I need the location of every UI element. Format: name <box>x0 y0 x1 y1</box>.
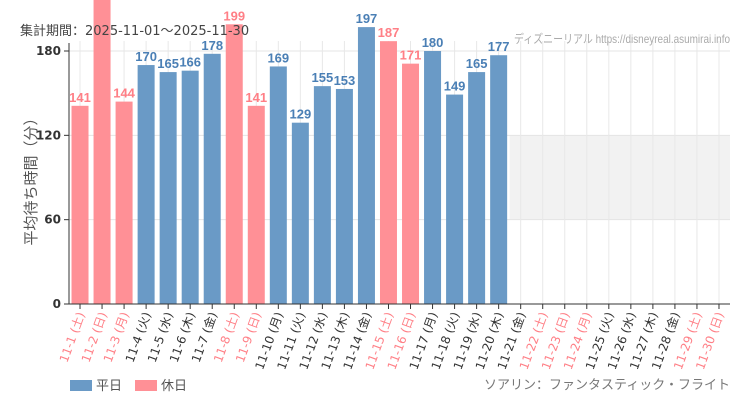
data-label: 177 <box>488 39 510 54</box>
watermark: ディズニーリアル https://disneyreal.asumirai.inf… <box>514 31 730 46</box>
bar <box>402 63 420 305</box>
bar <box>159 72 177 304</box>
bar <box>424 51 442 304</box>
period-label: 集計期間：2025-11-01〜2025-11-30 <box>20 23 249 39</box>
bar <box>71 105 89 304</box>
data-label: 171 <box>400 48 422 63</box>
data-label: 178 <box>201 38 223 53</box>
bar <box>137 65 155 304</box>
data-label: 169 <box>267 50 289 65</box>
bar <box>115 101 133 304</box>
data-label: 180 <box>422 35 444 50</box>
data-label: 165 <box>466 56 488 71</box>
y-axis-label: 平均待ち時間（分） <box>22 110 40 245</box>
bar <box>225 24 243 305</box>
bar <box>357 27 375 304</box>
bar <box>313 86 331 304</box>
bar <box>446 94 464 304</box>
bar <box>93 0 111 304</box>
data-label: 187 <box>378 25 400 40</box>
bar <box>335 88 353 304</box>
data-label: 166 <box>179 55 201 70</box>
attraction-name: ソアリン：ファンタスティック・フライト <box>484 378 730 393</box>
data-label: 199 <box>223 8 245 23</box>
data-label: 197 <box>356 11 378 26</box>
bar <box>181 70 199 304</box>
bar <box>247 105 265 304</box>
data-label: 149 <box>444 79 466 94</box>
data-label: 129 <box>289 107 311 122</box>
legend-label-holiday: 休日 <box>161 379 187 394</box>
y-tick-label: 120 <box>36 128 61 142</box>
data-label: 165 <box>157 56 179 71</box>
legend-label-weekday: 平日 <box>96 379 122 394</box>
data-label: 141 <box>245 90 267 105</box>
bar <box>269 66 287 304</box>
bar <box>490 55 508 304</box>
data-label: 153 <box>334 73 356 88</box>
y-tick-label: 60 <box>44 213 61 227</box>
data-label: 144 <box>113 86 135 101</box>
bar <box>203 53 221 304</box>
y-tick-label: 180 <box>36 44 61 58</box>
data-label: 155 <box>312 70 334 85</box>
legend-swatch-weekday <box>70 380 92 391</box>
bar <box>291 122 309 304</box>
data-label: 141 <box>69 90 91 105</box>
bar <box>379 41 397 305</box>
legend-swatch-holiday <box>135 380 157 391</box>
bar <box>468 72 486 304</box>
data-label: 170 <box>135 49 157 64</box>
legend: 平日 休日 <box>70 379 187 394</box>
empty-range-band <box>509 135 730 220</box>
y-tick-label: 0 <box>53 297 61 311</box>
